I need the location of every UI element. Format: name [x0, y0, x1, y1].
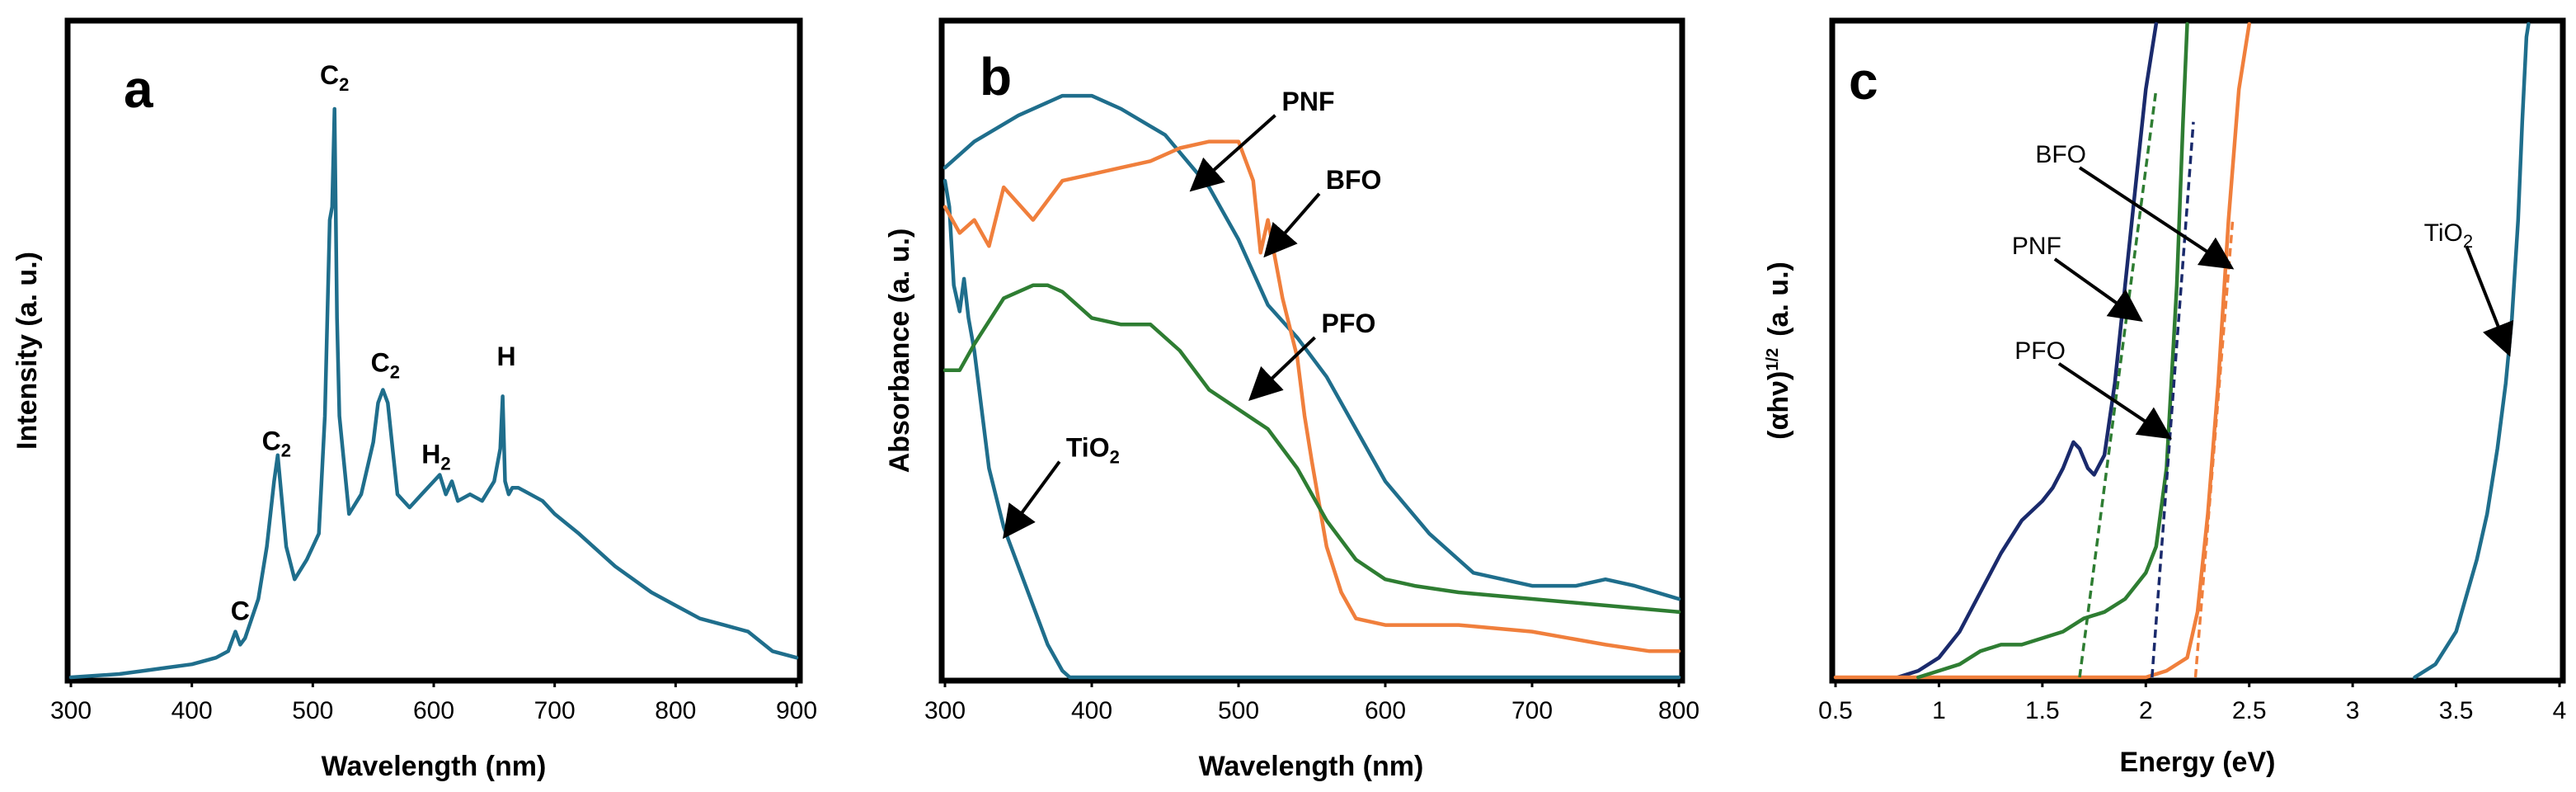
x-tick-label: 600: [413, 697, 454, 724]
x-tick-label: 800: [1658, 697, 1699, 724]
panel-b: b 300 400 500 600 700 800 PNF BFO PFO TiO2 Wavel…: [884, 17, 1699, 782]
x-tick-label: 700: [534, 697, 576, 724]
x-tick-label: 0.5: [1818, 697, 1853, 724]
x-tick-label: 1.5: [2025, 697, 2060, 724]
panel-b-letter: b: [980, 47, 1012, 106]
annotation-arrow: [2465, 245, 2514, 357]
annotation-label: TiO2: [1066, 433, 1120, 468]
panel-a-frame: [64, 17, 803, 684]
series-tio2-line: [942, 178, 1681, 680]
peak-label: C2: [320, 60, 349, 95]
panel-c-ylabel: (αhν)1/2 (a. u.): [1763, 262, 1794, 440]
annotation-arrow: [2053, 257, 2143, 323]
x-tick-label: 700: [1511, 697, 1553, 724]
x-tick-label: 900: [776, 697, 817, 724]
x-tick-label: 800: [655, 697, 696, 724]
panel-b-frame: [938, 17, 1685, 684]
x-tick-label: 600: [1365, 697, 1406, 724]
annotation-label: PNF: [1282, 87, 1335, 116]
annotation-arrow: [1248, 336, 1316, 401]
peak-label: H: [496, 342, 515, 371]
x-tick-label: 300: [50, 697, 92, 724]
panel-a-xlabel: Wavelength (nm): [322, 751, 547, 782]
panel-c-ylabel-tail: (a. u.): [1763, 262, 1794, 337]
x-tick-label: 3: [2346, 697, 2360, 724]
panel-c: c 0.5 1 1.5 2 2.5 3 3.5 4 BFO PNF PFO TiO2 Energy …: [1763, 17, 2567, 778]
x-tick-label: 1: [1932, 697, 1946, 724]
annotation-label: BFO: [2035, 141, 2086, 168]
series-bfo-line: [1833, 21, 2251, 680]
pnf-fit-line: [2078, 88, 2158, 678]
annotation-arrow: [1263, 192, 1321, 258]
annotation-arrow: [1003, 460, 1061, 540]
panel-b-xlabel: Wavelength (nm): [1199, 751, 1424, 782]
annotation-arrow: [1189, 114, 1276, 192]
annotation-label: PFO: [2014, 337, 2066, 365]
annotation-arrow: [2057, 362, 2173, 440]
x-tick-label: 3.5: [2439, 697, 2474, 724]
annotation-arrow: [2078, 166, 2235, 270]
series-pfo-line: [942, 283, 1681, 615]
x-tick-label: 2.5: [2232, 697, 2267, 724]
peak-label: C: [231, 596, 250, 626]
x-tick-label: 400: [1071, 697, 1112, 724]
peak-label: C2: [262, 427, 291, 461]
panel-c-ylabel-base: (αhν): [1763, 371, 1794, 440]
x-tick-label: 500: [1218, 697, 1259, 724]
panel-c-frame: [1829, 17, 2566, 684]
x-tick-label: 300: [924, 697, 966, 724]
x-tick-label: 400: [172, 697, 213, 724]
panel-c-xlabel: Energy (eV): [2120, 747, 2276, 778]
panel-a: a 300 400 500 600 700 800 900 C C2 C2 C2 H2 H Wavel…: [12, 17, 817, 782]
series-tio2-line: [2413, 21, 2531, 680]
panel-c-ylabel-sup: 1/2: [1764, 348, 1782, 371]
panel-a-letter: a: [124, 59, 153, 119]
panel-b-ylabel: Absorbance (a. u.): [884, 229, 915, 474]
series-pnf-line: [942, 93, 1681, 601]
peak-label: H2: [421, 440, 450, 474]
series-spectrum-line: [68, 106, 799, 680]
annotation-label: PFO: [1322, 309, 1376, 338]
panel-c-letter: c: [1849, 51, 1878, 111]
x-tick-label: 2: [2139, 697, 2153, 724]
series-bfo-line: [942, 139, 1681, 653]
x-tick-label: 500: [292, 697, 333, 724]
x-tick-label: 4: [2553, 697, 2567, 724]
bfo-fit-line: [2193, 219, 2235, 678]
annotation-label: TiO2: [2424, 219, 2473, 252]
annotation-label: BFO: [1326, 165, 1382, 195]
annotation-label: PNF: [2012, 233, 2061, 260]
pfo-fit-line: [2151, 121, 2195, 678]
panel-a-ylabel: Intensity (a. u.): [12, 252, 43, 450]
peak-label: C2: [371, 348, 400, 383]
